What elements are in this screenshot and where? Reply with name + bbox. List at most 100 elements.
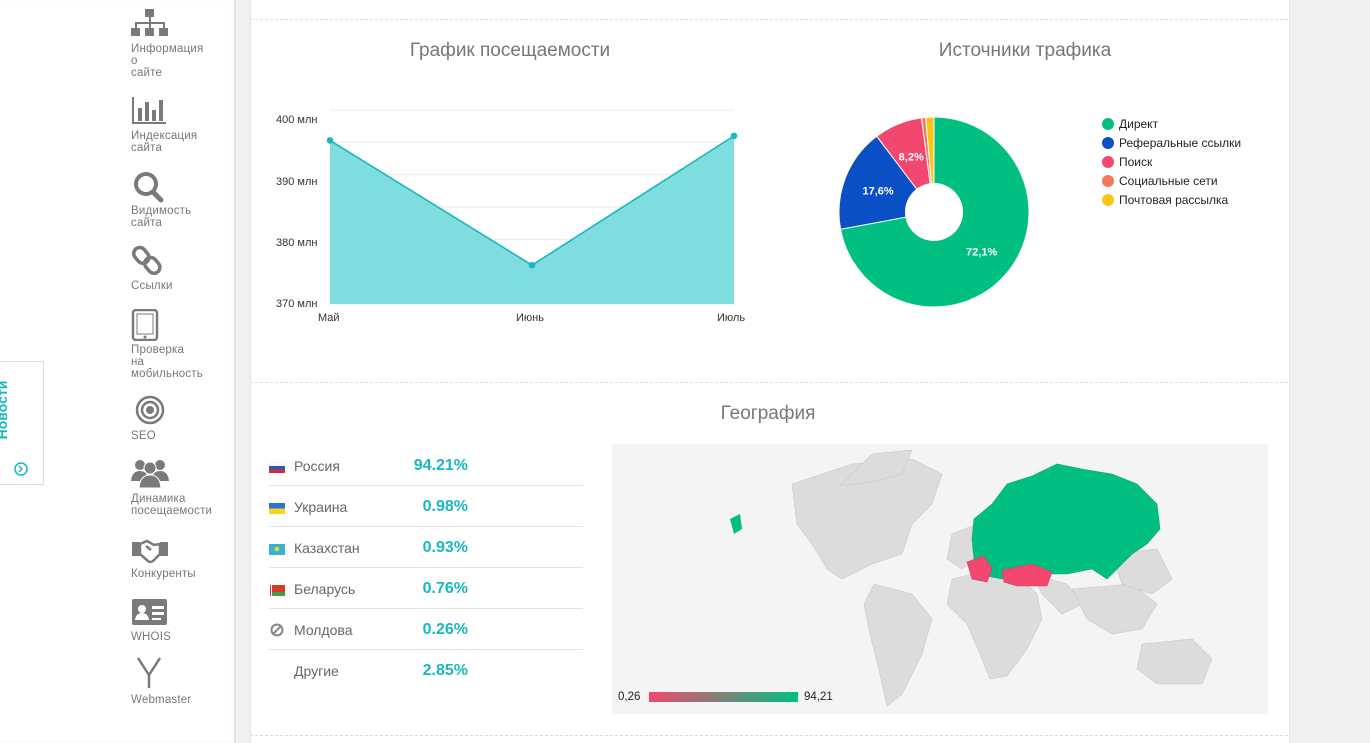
geo-row: Казахстан 0.93%: [269, 526, 583, 568]
geography-title: География: [720, 403, 816, 424]
legend-swatch: [1102, 137, 1114, 149]
geo-row: Беларусь 0.76%: [269, 567, 583, 609]
sources-chart-title: Источники трафика: [938, 40, 1112, 61]
x-tick-label: Июль: [717, 312, 746, 324]
handshake-icon: [132, 539, 168, 564]
world-map-shapes: [730, 449, 1213, 707]
x-tick-label: Май: [318, 312, 340, 324]
legend-label: Социальные сети: [1119, 174, 1218, 188]
sidebar-item-visibility[interactable]: Видимость сайта: [131, 171, 231, 231]
africa-shape: [946, 571, 1043, 680]
sidebar-item-webmaster[interactable]: Webmaster: [131, 657, 231, 707]
sidebar-item-traffic-dynamics[interactable]: Динамика посещаемости: [131, 457, 231, 519]
legend-label: Директ: [1119, 117, 1159, 131]
sidebar-item-label: SEO: [131, 430, 156, 442]
y-tick-label: 390 млн: [276, 176, 318, 188]
belarus-flag-icon: [269, 585, 285, 596]
world-map[interactable]: 0,26 94,21: [612, 444, 1268, 714]
sidebar-item-links[interactable]: Ссылки: [131, 245, 231, 293]
scale-min-label: 0,26: [618, 691, 641, 703]
sidebar-item-label: Видимость сайта: [131, 205, 192, 229]
tablet-icon: [131, 309, 159, 341]
target-icon: [135, 395, 165, 425]
sidebar-item-label: WHOIS: [131, 631, 171, 643]
east-asia-shape: [1111, 548, 1173, 595]
color-scale-bar: [649, 692, 798, 702]
data-point: [730, 132, 738, 140]
users-icon: [131, 460, 169, 489]
geo-row: Россия 94.21%: [269, 444, 583, 486]
traffic-area-chart: [326, 109, 738, 305]
bar-chart-icon: [132, 97, 166, 124]
ukraine-map-region[interactable]: [966, 555, 993, 583]
link-icon: [131, 245, 162, 276]
sidebar-item-seo[interactable]: SEO: [131, 395, 231, 443]
y-tick-label: 370 млн: [276, 298, 318, 310]
pie-slice-label: 8,2%: [899, 151, 924, 163]
sidebar-item-label: Динамика посещаемости: [131, 493, 213, 517]
country-name: Беларусь: [294, 581, 356, 597]
news-tab[interactable]: Новости: [0, 361, 44, 485]
legend-swatch: [1102, 156, 1114, 168]
geo-row: Украина 0.98%: [269, 485, 583, 527]
legend-label: Реферальные ссылки: [1119, 136, 1242, 150]
scale-max-label: 94,21: [804, 691, 833, 703]
country-name: Молдова: [294, 622, 353, 638]
sidebar-item-label: Индексация сайта: [131, 130, 198, 154]
y-tick-label: 380 млн: [276, 237, 318, 249]
country-percent: 0.98%: [422, 498, 468, 515]
sidebar-item-label: Webmaster: [131, 694, 192, 706]
section-divider: [250, 382, 1288, 383]
sitemap-icon: [131, 9, 168, 36]
geo-row: Другие 2.85%: [269, 649, 583, 690]
legend-label: Поиск: [1119, 155, 1153, 169]
sidebar-item-label: Информация о сайте: [131, 43, 204, 79]
country-percent: 0.76%: [422, 580, 468, 597]
sidebar-item-mobile[interactable]: Проверка на мобильность: [131, 309, 231, 381]
legend-swatch: [1102, 194, 1114, 206]
ukraine-flag-icon: [269, 503, 285, 514]
country-percent: 0.93%: [422, 539, 468, 556]
sources-pie-chart: 72,1% 17,6% 8,2%: [838, 116, 1030, 308]
data-point: [528, 261, 536, 269]
geo-row: Молдова 0.26%: [269, 608, 583, 650]
country-name: Казахстан: [294, 540, 360, 556]
chevron-circle-icon: [14, 462, 28, 476]
sidebar-item-whois[interactable]: WHOIS: [131, 598, 231, 646]
pie-slice-label: 17,6%: [862, 185, 893, 197]
legend-label: Почтовая рассылка: [1119, 193, 1229, 207]
kazakhstan-map-region[interactable]: [1001, 563, 1053, 587]
country-percent: 0.26%: [422, 621, 468, 638]
alaska-map-region[interactable]: [730, 514, 742, 534]
section-divider: [250, 19, 1288, 20]
pie-hole: [905, 183, 963, 241]
news-tab-label: Новости: [0, 380, 10, 440]
country-name: Украина: [294, 499, 348, 515]
legend-swatch: [1102, 118, 1114, 130]
greenland-shape: [839, 449, 913, 487]
no-flag-icon: [270, 623, 284, 637]
country-percent: 2.85%: [422, 662, 468, 679]
id-card-icon: [132, 599, 167, 625]
sidebar-item-site-info[interactable]: Информация о сайте: [131, 8, 231, 80]
country-name: Россия: [294, 458, 340, 474]
data-point: [326, 137, 334, 144]
sidebar-item-label: Конкуренты: [131, 568, 196, 580]
country-name: Другие: [294, 663, 339, 679]
yandex-icon: [136, 657, 162, 688]
russia-map-region[interactable]: [971, 463, 1161, 580]
sidebar-item-label: Проверка на мобильность: [131, 344, 203, 380]
search-icon: [134, 172, 164, 203]
sidebar-item-indexing[interactable]: Индексация сайта: [131, 96, 231, 156]
russia-flag-icon: [269, 462, 285, 473]
sidebar-item-competitors[interactable]: Конкуренты: [131, 536, 231, 584]
sidebar-item-label: Ссылки: [131, 280, 173, 292]
australia-shape: [1136, 638, 1213, 685]
x-tick-label: Июнь: [516, 312, 544, 324]
north-america-shape: [791, 458, 943, 580]
section-divider: [250, 735, 1288, 736]
country-percent: 94.21%: [413, 457, 468, 474]
kazakhstan-flag-icon: [269, 544, 285, 555]
series-area: [330, 135, 734, 304]
pie-slice-label: 72,1%: [966, 247, 997, 259]
